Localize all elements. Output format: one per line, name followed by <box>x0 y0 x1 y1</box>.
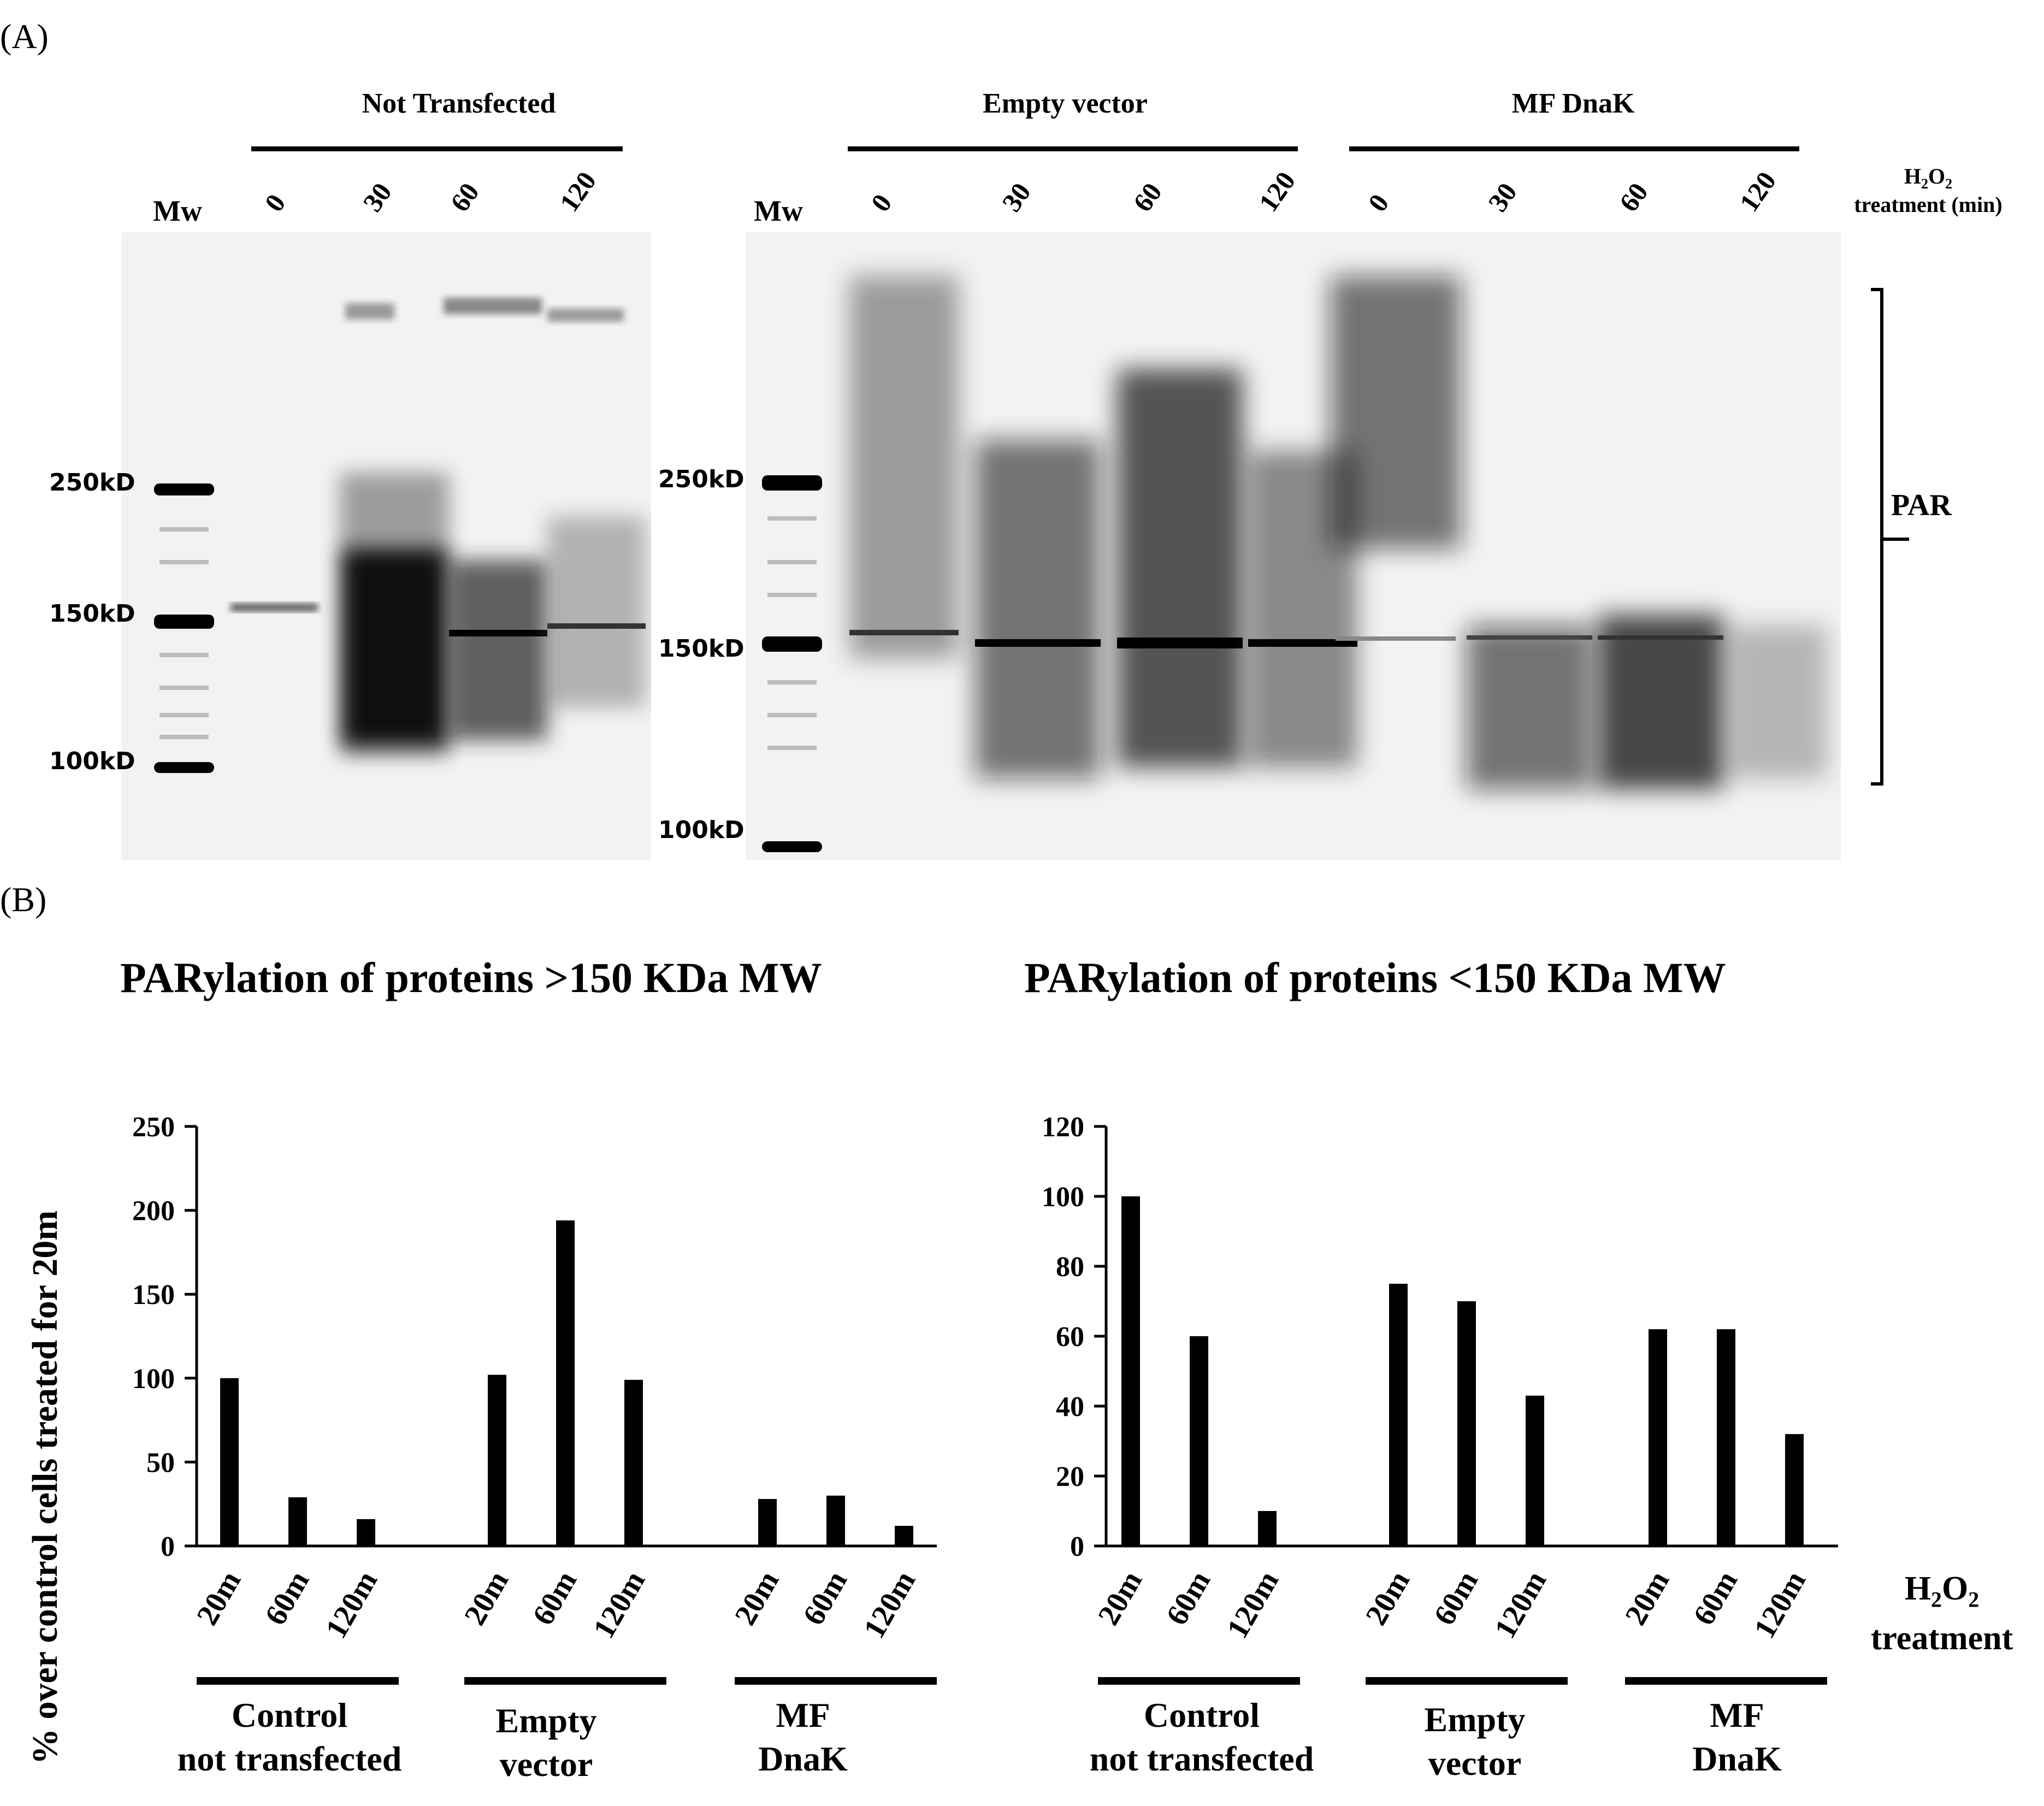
y-tick-label: 150 <box>132 1279 175 1311</box>
panel-a-label: (A) <box>0 17 49 56</box>
x-tick-label: 60m <box>1427 1566 1485 1631</box>
group-label-empty-2: Empty vector <box>1424 1700 1526 1783</box>
y-tick-label: 0 <box>161 1531 175 1562</box>
bar <box>1785 1434 1804 1546</box>
mw-label-right: Mw <box>754 194 803 227</box>
x-tick-label: 20m <box>1091 1566 1149 1631</box>
x-tick-label: 60m <box>1687 1566 1744 1631</box>
h2o2-treatment-label: H2O2 treatment <box>1870 1570 2013 1657</box>
marker-100kd-left: 100kD <box>49 747 135 775</box>
y-tick-label: 250 <box>132 1112 175 1143</box>
bar <box>357 1519 375 1546</box>
group-underline <box>735 1677 937 1685</box>
bar <box>1457 1301 1476 1546</box>
group-underline <box>1366 1677 1568 1685</box>
x-tick-label: 20m <box>1359 1566 1416 1631</box>
x-tick-label: 120m <box>1747 1566 1812 1644</box>
marker-150kd-left: 150kD <box>49 600 135 628</box>
x-tick-label: 120m <box>1220 1566 1285 1644</box>
marker-250kd-left: 250kD <box>49 469 135 497</box>
panel-b-label: (B) <box>0 880 47 919</box>
bar <box>1717 1329 1735 1546</box>
y-tick-label: 120 <box>1042 1112 1084 1143</box>
group-label-mfdnak-1: MF DnaK <box>758 1696 848 1778</box>
marker-250kd-right: 250kD <box>658 465 745 493</box>
y-tick-label: 80 <box>1056 1252 1084 1283</box>
bar <box>1389 1284 1408 1546</box>
group-bar-mf-dnak <box>1349 146 1799 151</box>
bar <box>488 1374 506 1546</box>
group-underline <box>197 1677 399 1685</box>
h2o2-treatment-min-label: H2O2 treatment (min) <box>1854 164 2002 217</box>
x-tick-label: 120m <box>1488 1566 1553 1644</box>
bar <box>826 1495 845 1546</box>
group-label-empty-vector: Empty vector <box>983 88 1148 119</box>
bar <box>1258 1511 1277 1546</box>
y-tick-label: 40 <box>1056 1391 1084 1423</box>
western-blot-right <box>746 232 1841 860</box>
y-tick-label: 20 <box>1056 1461 1084 1492</box>
western-blot-left <box>121 232 651 860</box>
bar <box>556 1220 575 1546</box>
y-tick-label: 50 <box>146 1447 175 1478</box>
bar <box>758 1498 777 1546</box>
bar <box>1190 1336 1208 1546</box>
y-tick-label: 60 <box>1056 1321 1084 1353</box>
bar <box>1121 1196 1140 1546</box>
group-label-control-1: Control not transfected <box>177 1696 402 1778</box>
group-label-not-transfected: Not Transfected <box>362 88 556 119</box>
y-tick-label: 100 <box>132 1364 175 1395</box>
bar <box>895 1526 913 1546</box>
y-tick-label: 200 <box>132 1196 175 1227</box>
par-label: PAR <box>1891 488 1952 522</box>
bar <box>1526 1395 1544 1546</box>
y-tick-label: 0 <box>1070 1531 1084 1562</box>
x-tick-label: 60m <box>1160 1566 1217 1631</box>
group-bar-empty-vector <box>848 146 1298 151</box>
group-bar-not-transfected <box>251 146 623 151</box>
group-label-empty-1: Empty vector <box>495 1701 597 1784</box>
group-underline <box>1098 1677 1300 1685</box>
x-tick-label: 20m <box>1618 1566 1676 1631</box>
group-underline <box>464 1677 666 1685</box>
marker-100kd-right: 100kD <box>658 816 745 844</box>
group-label-mf-dnak: MF DnaK <box>1511 88 1635 119</box>
bar <box>288 1497 307 1546</box>
group-label-control-2: Control not transfected <box>1089 1696 1314 1778</box>
group-label-mfdnak-2: MF DnaK <box>1692 1696 1782 1778</box>
par-bracket <box>1871 288 1909 786</box>
group-underline <box>1625 1677 1827 1685</box>
chart-title-lt150: PARylation of proteins <150 KDa MW <box>1024 954 1726 1001</box>
bar <box>1649 1329 1667 1546</box>
mw-label-left: Mw <box>153 194 202 227</box>
chart-title-gt150: PARylation of proteins >150 KDa MW <box>120 954 822 1001</box>
y-tick-label: 100 <box>1042 1182 1084 1213</box>
marker-150kd-right: 150kD <box>658 635 745 663</box>
bar <box>220 1378 239 1546</box>
bar <box>624 1379 643 1546</box>
